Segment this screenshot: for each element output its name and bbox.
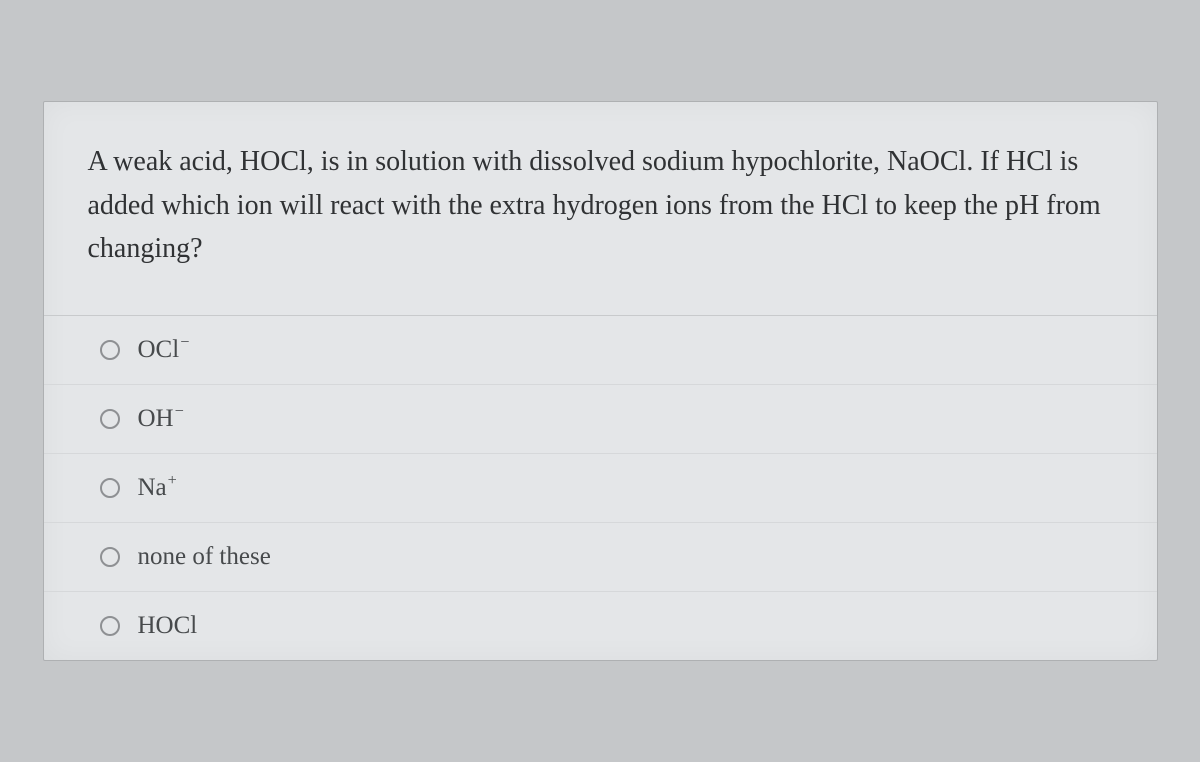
option-none[interactable]: none of these bbox=[44, 522, 1157, 591]
radio-icon bbox=[100, 547, 120, 567]
question-text: A weak acid, HOCl, is in solution with d… bbox=[88, 140, 1113, 270]
option-label: Na+ bbox=[138, 474, 177, 502]
radio-icon bbox=[100, 478, 120, 498]
option-na[interactable]: Na+ bbox=[44, 453, 1157, 522]
question-block: A weak acid, HOCl, is in solution with d… bbox=[44, 102, 1157, 314]
question-card: A weak acid, HOCl, is in solution with d… bbox=[43, 101, 1158, 660]
option-hocl[interactable]: HOCl bbox=[44, 591, 1157, 660]
option-ocl[interactable]: OCl− bbox=[44, 316, 1157, 384]
options-block: OCl− OH− Na+ none of these HOCl bbox=[44, 315, 1157, 660]
option-label: OH− bbox=[138, 405, 184, 433]
option-label: OCl− bbox=[138, 336, 190, 364]
option-oh[interactable]: OH− bbox=[44, 384, 1157, 453]
radio-icon bbox=[100, 340, 120, 360]
radio-icon bbox=[100, 616, 120, 636]
option-label: none of these bbox=[138, 543, 272, 571]
radio-icon bbox=[100, 409, 120, 429]
option-label: HOCl bbox=[138, 612, 199, 640]
